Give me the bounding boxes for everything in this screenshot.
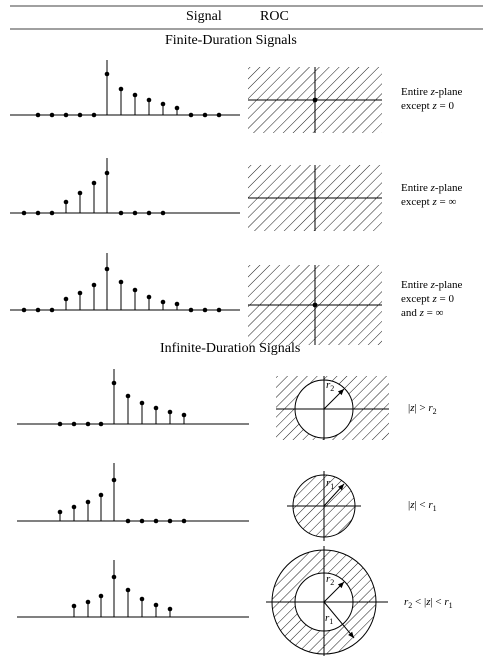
s1r1-stem-head-1 xyxy=(71,504,77,510)
s0r1-zero-sample-1 xyxy=(35,210,41,216)
s1r1-zero-sample-4 xyxy=(181,518,187,524)
s1r2-outer-radius-arrow-head xyxy=(348,631,354,638)
s0r1-zero-sample-2 xyxy=(49,210,55,216)
s1r1-zero-sample-3 xyxy=(167,518,173,524)
s0r0-zero-sample-2 xyxy=(63,112,69,118)
s0r2-stem-head-8 xyxy=(174,301,180,307)
s0r2-stem-head-0 xyxy=(63,296,69,302)
s0r2-zero-sample-4 xyxy=(202,307,208,313)
s0r0-zero-sample-1 xyxy=(49,112,55,118)
s0r0-stem-head-2 xyxy=(132,92,138,98)
s0r0-stem-head-3 xyxy=(146,97,152,103)
s1r2-inner-radius-arrow-head xyxy=(337,582,344,589)
s0r2-stem-head-7 xyxy=(160,299,166,305)
roc-column-header: ROC xyxy=(260,9,289,24)
finite-row-0-roc-text-1: except z = 0 xyxy=(401,100,454,112)
s1r0-stem-head-1 xyxy=(125,393,131,399)
infinite-row-2-radius-label-1: r1 xyxy=(325,612,334,627)
s1r1-stem-head-0 xyxy=(57,509,63,515)
infinite-row-2-roc-text: r2 < |z| < r1 xyxy=(404,596,453,611)
finite-row-2-roc-text-2: and z = ∞ xyxy=(401,307,444,319)
s0r1-stem-head-1 xyxy=(77,190,83,196)
s1r1-zero-sample-2 xyxy=(153,518,159,524)
infinite-row-1-roc-text: |z| < r1 xyxy=(408,499,437,514)
s1r2-stem-head-2 xyxy=(98,593,104,599)
finite-section-title: Finite-Duration Signals xyxy=(165,33,297,48)
s1r1-radius-arrow-head xyxy=(338,484,344,491)
s0r0-zero-sample-6 xyxy=(202,112,208,118)
s1r1-stem-head-3 xyxy=(98,492,104,498)
s1r1-stem-head-4 xyxy=(111,477,117,483)
finite-row-2-roc-text-1: except z = 0 xyxy=(401,293,454,305)
s0r2-zero-sample-3 xyxy=(188,307,194,313)
s0r1-zero-sample-4 xyxy=(132,210,138,216)
infinite-row-1-radius-label: r1 xyxy=(326,477,335,492)
s0r2-excluded-origin xyxy=(312,302,318,308)
s1r0-zero-sample-3 xyxy=(98,421,104,427)
s1r2-stem-head-1 xyxy=(85,599,91,605)
s1r0-stem-head-0 xyxy=(111,380,117,386)
s0r1-stem-head-3 xyxy=(104,170,110,176)
finite-row-1-roc-text-1: except z = ∞ xyxy=(401,196,457,208)
finite-row-1-roc-text-0: Entire z-plane xyxy=(401,182,463,194)
s0r2-stem-head-6 xyxy=(146,294,152,300)
s1r0-zero-sample-0 xyxy=(57,421,63,427)
finite-row-2-roc-text-0: Entire z-plane xyxy=(401,279,463,291)
s1r2-stem-head-4 xyxy=(125,587,131,593)
s0r0-zero-sample-5 xyxy=(188,112,194,118)
s0r2-zero-sample-1 xyxy=(35,307,41,313)
s1r0-zero-sample-1 xyxy=(71,421,77,427)
s0r0-stem-head-5 xyxy=(174,105,180,111)
s0r0-stem-head-4 xyxy=(160,101,166,107)
s0r2-stem-head-4 xyxy=(118,279,124,285)
s0r1-stem-head-2 xyxy=(91,180,97,186)
s0r2-zero-sample-5 xyxy=(216,307,222,313)
s0r1-zero-sample-5 xyxy=(146,210,152,216)
s1r2-stem-head-0 xyxy=(71,603,77,609)
s0r0-zero-sample-3 xyxy=(77,112,83,118)
s0r1-zero-sample-0 xyxy=(21,210,27,216)
s0r2-stem-head-5 xyxy=(132,287,138,293)
s0r2-stem-head-2 xyxy=(91,282,97,288)
signal-column-header: Signal xyxy=(186,9,222,24)
s1r1-zero-sample-0 xyxy=(125,518,131,524)
s0r0-zero-sample-0 xyxy=(35,112,41,118)
s1r1-stem-head-2 xyxy=(85,499,91,505)
s0r1-zero-sample-3 xyxy=(118,210,124,216)
s1r2-stem-head-7 xyxy=(167,606,173,612)
s1r0-radius-arrow-head xyxy=(337,389,344,396)
infinite-row-2-radius-label-0: r2 xyxy=(326,573,335,588)
s0r2-stem-head-3 xyxy=(104,266,110,272)
s1r0-stem-head-4 xyxy=(167,409,173,415)
infinite-row-0-radius-label: r2 xyxy=(326,379,335,394)
s1r0-stem-head-5 xyxy=(181,412,187,418)
s1r2-stem-head-3 xyxy=(111,574,117,580)
s0r0-stem-head-0 xyxy=(104,71,110,77)
s1r0-stem-head-2 xyxy=(139,400,145,406)
infinite-section-title: Infinite-Duration Signals xyxy=(160,341,301,356)
s0r1-stem-head-0 xyxy=(63,199,69,205)
s1r0-zero-sample-2 xyxy=(85,421,91,427)
s0r1-zero-sample-6 xyxy=(160,210,166,216)
s0r0-zero-sample-7 xyxy=(216,112,222,118)
s1r2-stem-head-6 xyxy=(153,602,159,608)
s0r2-stem-head-1 xyxy=(77,290,83,296)
s0r0-stem-head-1 xyxy=(118,86,124,92)
s0r0-zero-sample-4 xyxy=(91,112,97,118)
s1r2-outer-radius-arrow xyxy=(323,601,355,639)
s0r2-zero-sample-0 xyxy=(21,307,27,313)
infinite-row-0-roc-text: |z| > r2 xyxy=(408,402,437,417)
s1r0-stem-head-3 xyxy=(153,405,159,411)
finite-row-0-roc-text-0: Entire z-plane xyxy=(401,86,463,98)
s1r1-zero-sample-1 xyxy=(139,518,145,524)
s0r2-zero-sample-2 xyxy=(49,307,55,313)
s1r2-stem-head-5 xyxy=(139,596,145,602)
s0r0-excluded-origin xyxy=(312,97,318,103)
